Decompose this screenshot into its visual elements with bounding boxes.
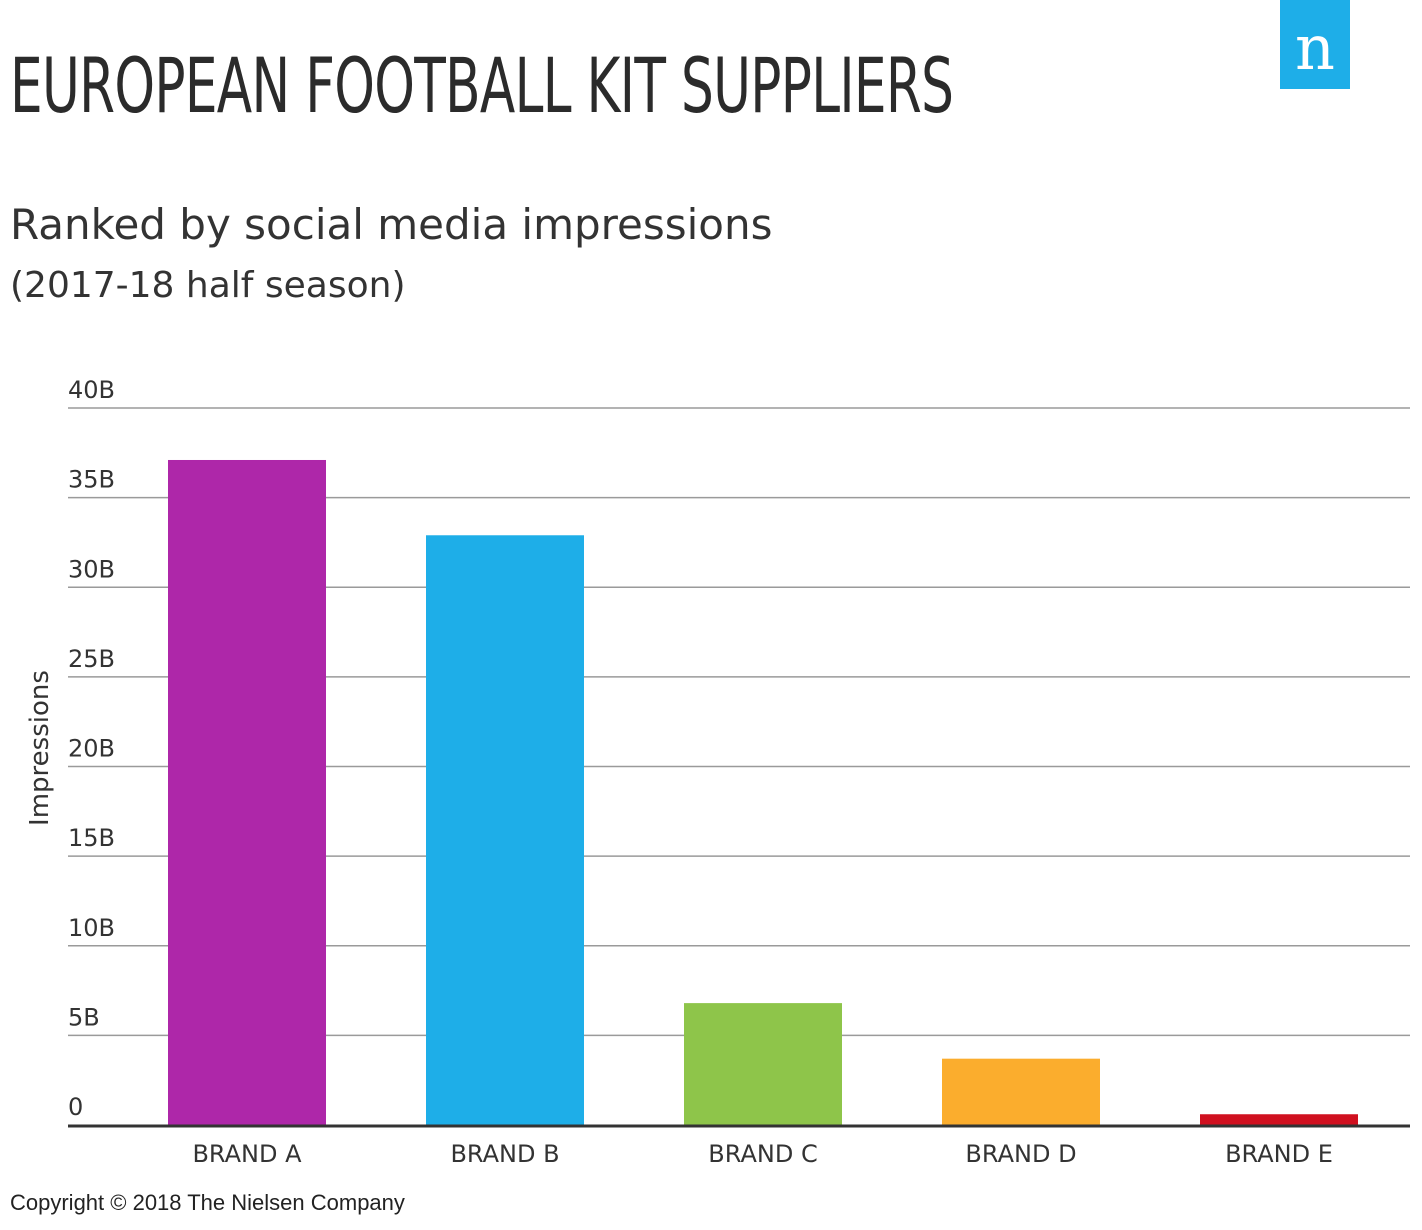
bar-brand-e [1200,1114,1358,1125]
y-tick-label: 35B [68,466,115,494]
y-tick-label: 30B [68,555,115,583]
bar-brand-c [684,1003,842,1125]
y-tick-label: 5B [68,1003,100,1031]
x-category-label: BRAND E [1225,1140,1333,1168]
y-tick-label: 20B [68,735,115,763]
x-category-label: BRAND A [192,1140,302,1168]
y-axis-label: Impressions [25,670,55,826]
y-tick-label: 10B [68,914,115,942]
y-tick-label: 25B [68,645,115,673]
chart-subtitle-season: (2017-18 half season) [10,265,406,306]
y-tick-label: 15B [68,824,115,852]
y-tick-label: 0 [68,1093,83,1121]
bar-brand-d [942,1058,1100,1125]
copyright-notice: Copyright © 2018 The Nielsen Company [10,1190,405,1215]
y-tick-labels: 0 5B 10B 15B 20B 25B 30B 35B 40B [68,376,115,1121]
y-tick-label: 40B [68,376,115,404]
bar-brand-b [426,535,584,1125]
x-category-label: BRAND B [450,1140,559,1168]
chart-subtitle: Ranked by social media impressions [10,200,773,249]
nielsen-logo-icon: n [1280,0,1350,89]
bar-brand-a [168,459,326,1125]
chart-title: EUROPEAN FOOTBALL KIT SUPPLIERS [10,41,954,130]
x-category-label: BRAND C [708,1140,817,1168]
x-category-labels: BRAND A BRAND B BRAND C BRAND D BRAND E [192,1140,1332,1168]
bars [168,459,1358,1125]
x-category-label: BRAND D [965,1140,1076,1168]
